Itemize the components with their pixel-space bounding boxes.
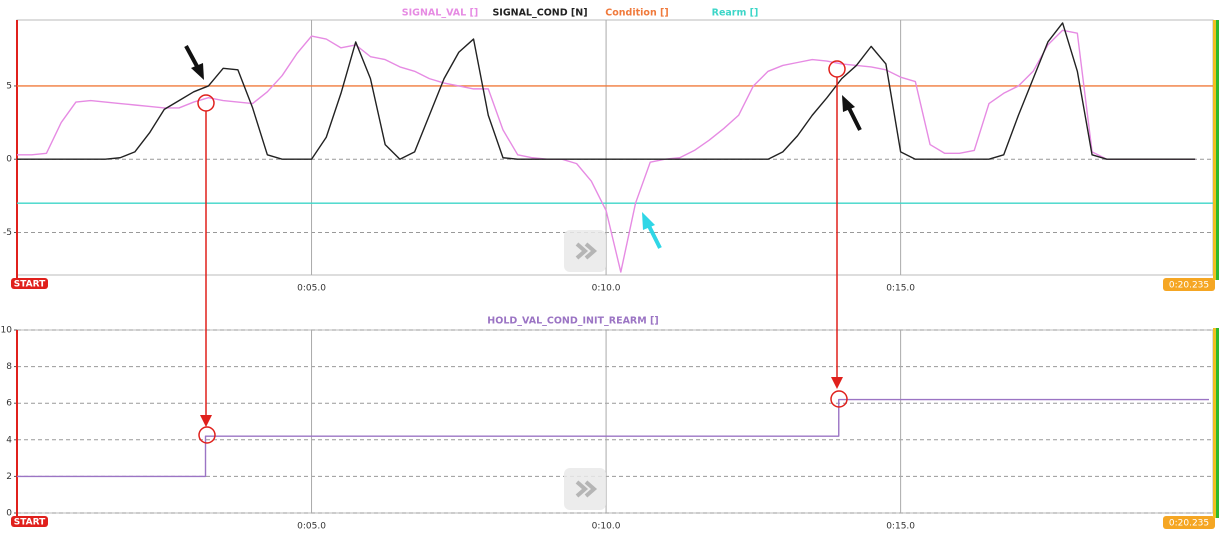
x-tick-label: 0:05.0: [297, 284, 326, 294]
legend-entry: Rearm []: [712, 8, 759, 19]
y-tick-label: 10: [1, 326, 13, 336]
end-badge: 0:20.235: [1163, 516, 1215, 529]
badge-label: START: [14, 518, 46, 528]
end-badge: 0:20.235: [1163, 278, 1215, 291]
x-tick-label: 0:10.0: [592, 284, 621, 294]
badge-label: START: [14, 280, 46, 290]
legend-entry: HOLD_VAL_COND_INIT_REARM []: [487, 316, 658, 327]
x-tick-label: 0:10.0: [592, 522, 621, 532]
x-tick-label: 0:05.0: [297, 522, 326, 532]
series-line: [17, 22, 1196, 160]
badge-bg: [1163, 278, 1215, 291]
x-tick-label: 0:15.0: [886, 522, 915, 532]
badge-bg: [11, 516, 48, 527]
badge-label: 0:20.235: [1169, 519, 1209, 529]
y-tick-label: -5: [3, 228, 12, 238]
legend-entry: SIGNAL_VAL []: [402, 8, 478, 19]
plot-frame: [16, 329, 1214, 514]
start-badge: START: [11, 516, 48, 528]
badge-bg: [1163, 516, 1215, 529]
y-tick-label: 8: [6, 362, 12, 372]
y-tick-label: 4: [6, 435, 12, 445]
badge-label: 0:20.235: [1169, 281, 1209, 291]
series-line: [17, 398, 1209, 478]
legend-entry: SIGNAL_COND [N]: [492, 8, 587, 19]
badge-bg: [11, 278, 48, 289]
plot-frame: [16, 19, 1214, 276]
start-badge: START: [11, 278, 48, 290]
legend-entry: Condition []: [605, 8, 668, 19]
y-tick-label: 5: [6, 81, 12, 91]
y-tick-label: 2: [6, 472, 12, 482]
y-tick-label: 0: [6, 155, 12, 165]
y-tick-label: 0: [6, 509, 12, 519]
x-tick-label: 0:15.0: [886, 284, 915, 294]
y-tick-label: 6: [6, 399, 12, 409]
